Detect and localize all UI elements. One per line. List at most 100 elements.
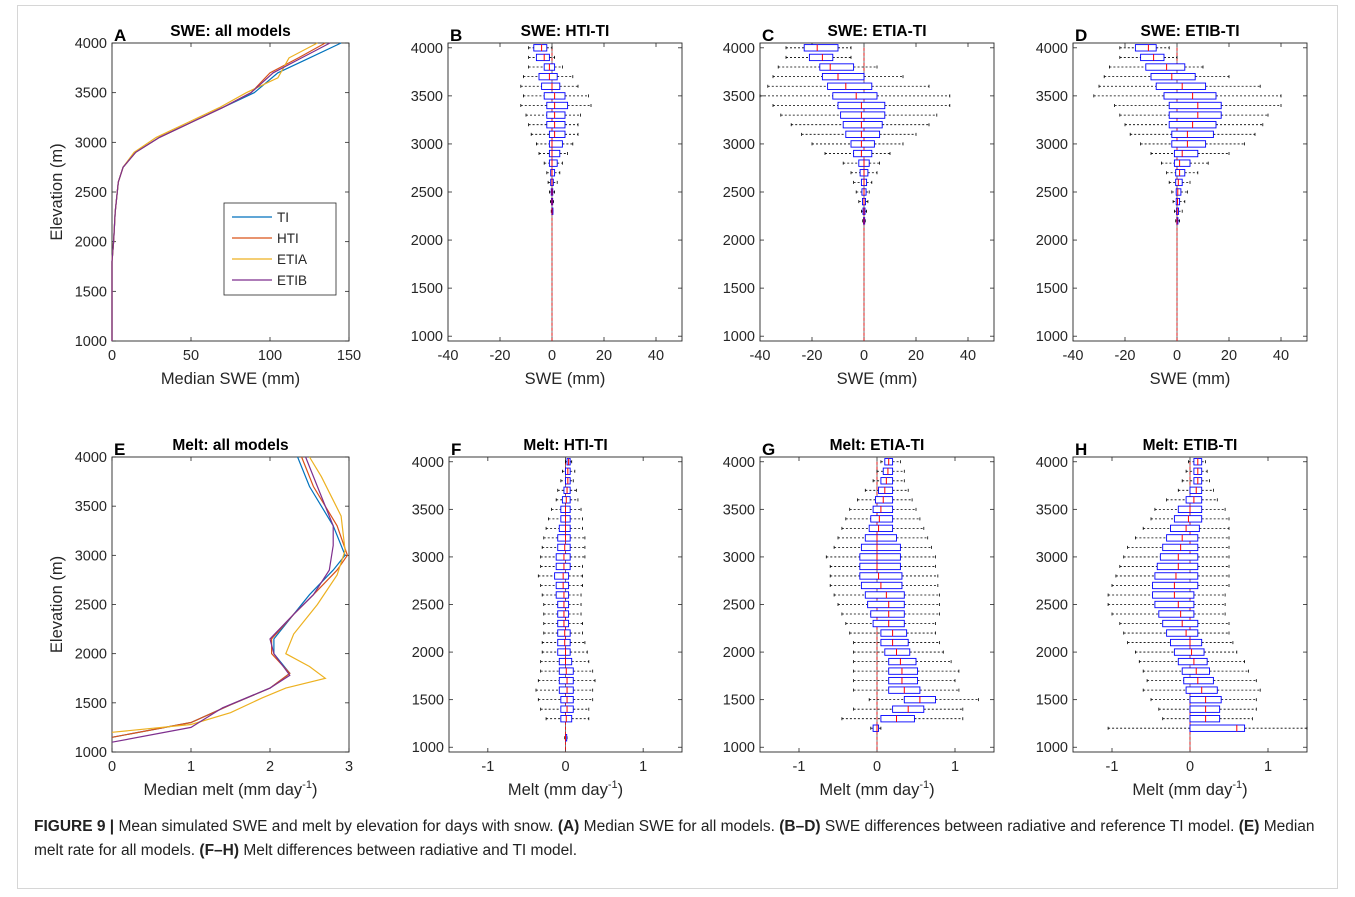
box-3300 xyxy=(1142,524,1230,533)
box-iqr xyxy=(548,140,563,148)
box-3500 xyxy=(759,92,951,100)
box-1300 xyxy=(841,715,964,723)
box-3100 xyxy=(1127,543,1230,552)
box-iqr xyxy=(868,524,894,533)
box-iqr xyxy=(555,591,570,599)
box-3700 xyxy=(557,486,577,494)
box-iqr xyxy=(1171,130,1214,138)
panel-title: SWE: ETIA-TI xyxy=(827,23,926,40)
y-tick-label: 3000 xyxy=(75,548,107,564)
box-iqr xyxy=(870,610,905,618)
panel-title: Melt: ETIA-TI xyxy=(830,437,925,454)
panel-title: Melt: HTI-TI xyxy=(523,437,607,454)
box-2500 xyxy=(855,188,870,196)
x-tick-label: -1 xyxy=(481,759,494,775)
box-iqr xyxy=(1189,724,1246,732)
y-tick-label: 3500 xyxy=(75,86,107,102)
box-3100 xyxy=(801,130,917,138)
box-iqr xyxy=(1168,101,1222,110)
y-tick-label: 4000 xyxy=(1036,41,1068,57)
box-iqr xyxy=(546,111,566,119)
box-3900 xyxy=(876,467,905,475)
box-1400 xyxy=(540,705,590,713)
y-tick-label: 2000 xyxy=(411,233,443,249)
box-iqr xyxy=(1150,72,1196,81)
box-2000 xyxy=(1135,648,1238,656)
y-tick-label: 1000 xyxy=(1036,740,1068,756)
y-tick-label: 3500 xyxy=(723,502,755,518)
axes-frame xyxy=(111,456,350,753)
x-tick-label: -40 xyxy=(1063,348,1084,364)
box-2500 xyxy=(1171,188,1188,196)
y-tick-label: 2000 xyxy=(723,233,755,249)
x-axis-label-end: ) xyxy=(312,781,318,799)
box-3800 xyxy=(1109,63,1204,71)
panel-f: 1000 1500 2000 2500 3000 3500 4000 -1 0 1 Melt: HT… xyxy=(412,437,683,799)
box-3200 xyxy=(1124,121,1264,129)
panel-h: 1000 1500 2000 2500 3000 3500 4000 -1 0 1 Melt: ET… xyxy=(1036,437,1308,799)
box-iqr xyxy=(845,130,881,138)
box-3000 xyxy=(825,553,936,561)
x-axis-label-end: ) xyxy=(1242,781,1248,799)
box-iqr xyxy=(541,82,561,90)
x-axis-label: SWE (mm) xyxy=(837,370,918,388)
box-2300 xyxy=(861,207,867,215)
caption-e-text: Median melt rate for all models. xyxy=(34,818,1315,859)
box-iqr xyxy=(872,505,894,513)
box-iqr xyxy=(1175,188,1182,196)
caption-fh-text: Melt differences between radiative and T… xyxy=(239,842,578,859)
box-iqr xyxy=(1163,92,1217,100)
box-1800 xyxy=(540,667,594,675)
box-2700 xyxy=(829,581,939,590)
box-2800 xyxy=(1115,572,1230,580)
y-tick-label: 1500 xyxy=(411,281,443,297)
box-1100 xyxy=(564,734,568,742)
box-2200 xyxy=(1175,217,1180,225)
box-3900 xyxy=(785,53,852,62)
panel-d: 1000 1500 2000 2500 3000 3500 4000 -40 -20 0 20 40 S… xyxy=(1036,23,1308,388)
series-line-etia xyxy=(111,42,318,341)
box-iqr xyxy=(859,572,903,580)
x-tick-label: -20 xyxy=(802,348,823,364)
box-3800 xyxy=(872,477,905,485)
x-axis-label-end: ) xyxy=(618,781,624,799)
x-axis-label: Melt (mm day-1) xyxy=(508,779,623,799)
box-3400 xyxy=(845,515,921,523)
y-tick-label: 1500 xyxy=(1036,693,1068,709)
box-3300 xyxy=(545,524,583,533)
box-iqr xyxy=(1170,524,1200,533)
box-iqr xyxy=(884,648,911,656)
box-3700 xyxy=(1177,486,1214,494)
box-iqr xyxy=(880,629,908,637)
y-tick-label: 2500 xyxy=(723,598,755,614)
panel-letter: C xyxy=(762,26,774,45)
box-4000 xyxy=(528,44,553,52)
box-3700 xyxy=(523,72,574,81)
box-3800 xyxy=(1181,477,1210,485)
box-iqr xyxy=(880,715,915,723)
x-axis-label-sup: -1 xyxy=(302,779,312,791)
y-tick-label: 3000 xyxy=(723,137,755,153)
y-tick-label: 2500 xyxy=(1036,598,1068,614)
box-2800 xyxy=(842,159,880,167)
y-axis-label: Elevation (m) xyxy=(48,556,66,653)
box-iqr xyxy=(550,169,556,177)
box-3900 xyxy=(561,467,576,475)
box-3200 xyxy=(543,534,586,542)
box-iqr xyxy=(558,524,571,533)
box-3800 xyxy=(777,63,878,71)
box-2800 xyxy=(543,159,563,167)
y-tick-label: 1500 xyxy=(412,693,444,709)
y-tick-label: 2500 xyxy=(75,185,107,201)
panel-title: SWE: HTI-TI xyxy=(521,23,610,40)
box-2600 xyxy=(541,591,582,599)
box-2400 xyxy=(1172,197,1186,206)
x-tick-label: 20 xyxy=(1221,348,1237,364)
caption-label: FIGURE 9 | xyxy=(34,818,115,835)
legend-label-ti: TI xyxy=(277,210,289,225)
x-tick-label: 40 xyxy=(1273,348,1289,364)
box-3100 xyxy=(530,130,579,138)
box-1300 xyxy=(1162,715,1253,723)
box-iqr xyxy=(840,111,886,119)
y-tick-label: 4000 xyxy=(75,450,107,466)
